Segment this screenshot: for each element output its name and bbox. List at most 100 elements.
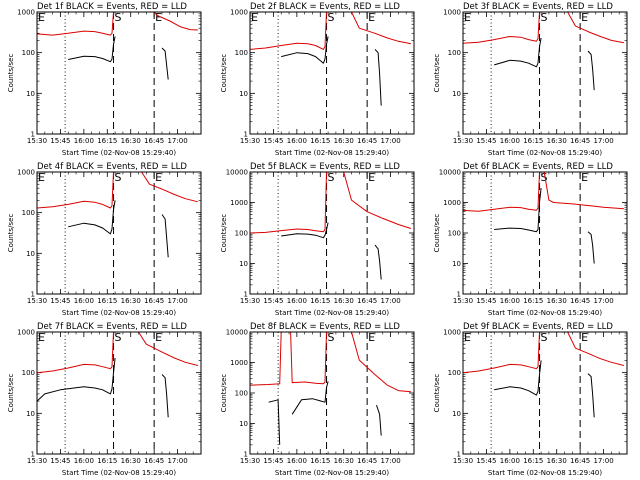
x-tick-label: 15:30 <box>27 137 47 145</box>
event-marker-label: E <box>251 11 258 24</box>
x-tick-label: 16:30 <box>547 297 567 305</box>
x-tick-label: 17:00 <box>167 137 187 145</box>
x-tick-label: 15:45 <box>50 297 70 305</box>
plot-frame <box>249 11 415 135</box>
lld-series-line <box>249 331 411 393</box>
events-series-line <box>68 200 169 258</box>
y-tick-label: 1 <box>244 291 248 299</box>
plot-frame <box>462 331 628 455</box>
x-tick-label: 15:45 <box>50 137 70 145</box>
x-tick-label: 16:45 <box>144 137 164 145</box>
panel-title: Det 2f BLACK = Events, RED = LLD <box>250 2 400 12</box>
y-tick-label: 10 <box>452 410 461 418</box>
events-series-line <box>281 222 382 280</box>
events-series-line <box>494 360 595 418</box>
y-tick-label: 100 <box>235 49 248 57</box>
x-tick-label: 16:30 <box>121 297 141 305</box>
detector-panel-6: Det 6f BLACK = Events, RED = LLD Counts/s… <box>433 162 628 317</box>
x-tick-label: 16:00 <box>287 137 307 145</box>
x-axis-label: Start Time (02-Nov-08 15:29:40) <box>488 149 602 157</box>
lld-series-line <box>462 331 625 374</box>
y-tick-label: 1000 <box>443 329 461 337</box>
lld-series-line <box>36 171 199 209</box>
panel-title: Det 4f BLACK = Events, RED = LLD <box>37 162 187 172</box>
plot-frame <box>462 11 628 135</box>
y-tick-label: 10 <box>239 260 248 268</box>
x-tick-label: 16:30 <box>334 297 354 305</box>
x-axis-label: Start Time (02-Nov-08 15:29:40) <box>275 309 389 317</box>
events-series-line <box>68 36 169 80</box>
x-tick-label: 17:00 <box>167 297 187 305</box>
y-tick-label: 10 <box>452 260 461 268</box>
panel-title: Det 5f BLACK = Events, RED = LLD <box>250 162 400 172</box>
event-marker-label: E <box>155 331 162 344</box>
y-tick-label: 10000 <box>226 329 248 337</box>
plot-frame <box>36 11 202 135</box>
event-marker-label: S <box>328 171 335 184</box>
plot-frame <box>36 331 202 455</box>
y-tick-label: 1 <box>31 131 35 139</box>
lld-series-line <box>462 171 624 212</box>
x-tick-label: 15:45 <box>50 457 70 465</box>
y-tick-label: 1000 <box>443 9 461 17</box>
y-tick-label: 10 <box>239 90 248 98</box>
panel-title: Det 7f BLACK = Events, RED = LLD <box>37 322 187 332</box>
x-tick-label: 15:30 <box>240 457 260 465</box>
y-tick-label: 100 <box>448 230 461 238</box>
y-axis-label: Counts/sec <box>220 54 228 93</box>
x-tick-label: 16:45 <box>357 457 377 465</box>
event-marker-label: E <box>464 11 471 24</box>
y-tick-label: 1000 <box>443 199 461 207</box>
x-tick-label: 17:00 <box>593 137 613 145</box>
x-tick-label: 16:00 <box>74 137 94 145</box>
event-marker-label: E <box>581 171 588 184</box>
event-marker-label: S <box>115 331 122 344</box>
x-tick-label: 15:45 <box>476 137 496 145</box>
y-tick-label: 1 <box>457 291 461 299</box>
x-tick-label: 16:15 <box>523 297 543 305</box>
y-tick-label: 10 <box>452 90 461 98</box>
x-tick-label: 16:15 <box>523 137 543 145</box>
event-marker-label: E <box>38 331 45 344</box>
x-tick-label: 16:15 <box>310 457 330 465</box>
y-tick-label: 100 <box>448 369 461 377</box>
x-tick-label: 16:45 <box>570 137 590 145</box>
x-tick-label: 15:30 <box>27 457 47 465</box>
x-tick-label: 17:00 <box>380 457 400 465</box>
lld-series-line <box>462 11 624 44</box>
y-tick-label: 100 <box>22 209 35 217</box>
x-tick-label: 17:00 <box>380 137 400 145</box>
y-axis-label: Counts/sec <box>7 374 15 413</box>
event-marker-label: S <box>328 11 335 24</box>
y-tick-label: 1 <box>31 291 35 299</box>
x-tick-label: 16:15 <box>97 457 117 465</box>
x-tick-label: 15:45 <box>263 297 283 305</box>
y-axis-label: Counts/sec <box>7 214 15 253</box>
x-tick-label: 17:00 <box>167 457 187 465</box>
event-marker-label: S <box>115 171 122 184</box>
x-tick-label: 16:00 <box>500 137 520 145</box>
x-tick-label: 16:15 <box>97 297 117 305</box>
event-marker-label: E <box>464 331 471 344</box>
x-tick-label: 15:45 <box>476 457 496 465</box>
x-tick-label: 16:15 <box>97 137 117 145</box>
y-tick-label: 10 <box>26 250 35 258</box>
y-tick-label: 1000 <box>230 9 248 17</box>
x-tick-label: 17:00 <box>380 297 400 305</box>
x-tick-label: 16:30 <box>334 457 354 465</box>
y-tick-label: 100 <box>448 49 461 57</box>
panel-title: Det 3f BLACK = Events, RED = LLD <box>463 2 613 12</box>
y-tick-label: 10000 <box>439 169 461 177</box>
x-tick-label: 16:30 <box>334 137 354 145</box>
x-tick-label: 16:45 <box>357 137 377 145</box>
x-tick-label: 15:30 <box>453 137 473 145</box>
plot-frame <box>36 171 202 295</box>
x-tick-label: 16:45 <box>570 297 590 305</box>
event-marker-label: E <box>368 171 375 184</box>
plot-frame <box>462 171 628 295</box>
detector-panel-9: Det 9f BLACK = Events, RED = LLD Counts/s… <box>433 322 628 477</box>
x-tick-label: 15:45 <box>263 137 283 145</box>
x-tick-label: 16:00 <box>74 457 94 465</box>
event-marker-label: S <box>541 11 548 24</box>
